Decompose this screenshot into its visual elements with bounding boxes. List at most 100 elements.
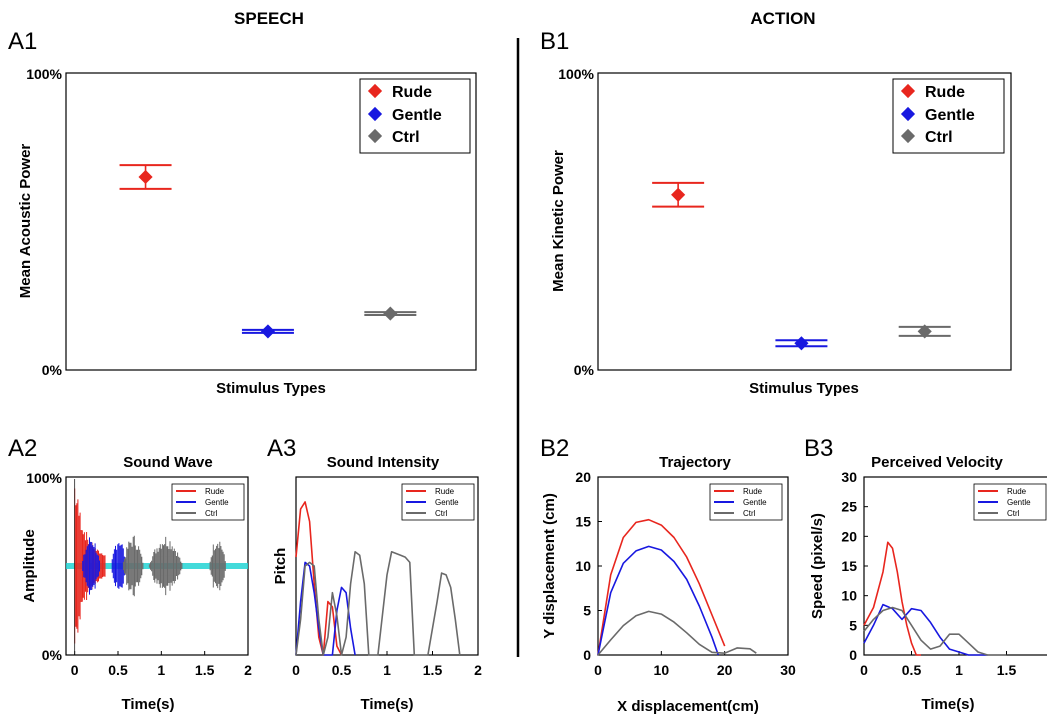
b2-line-rude — [597, 518, 726, 656]
b2-xtick-label: 20 — [717, 662, 733, 678]
b1-ytick-bottom: 0% — [574, 362, 595, 378]
a1-legend-rude: Rude — [392, 84, 432, 101]
chart-a2: Sound Wave 100% 0% Time(s) Amplitude 0 0.… — [21, 454, 252, 713]
a1-ytick-top: 100% — [26, 66, 62, 82]
b1-ytick-top: 100% — [558, 66, 594, 82]
a3-xtick-label: 0.5 — [332, 662, 352, 678]
b2-marks: 0 10 20 30 0 5 10 15 20 — [575, 469, 796, 678]
a3-line-ctrl — [295, 550, 461, 656]
panel-label-b3: B3 — [804, 435, 833, 462]
a1-legend-gentle: Gentle — [392, 107, 442, 124]
speech-header: SPEECH — [234, 9, 304, 28]
b3-ytick-label: 25 — [841, 499, 857, 515]
a1-legend-marker-rude — [367, 83, 383, 99]
b3-xtick-label: 1.5 — [997, 662, 1017, 678]
a1-xlabel: Stimulus Types — [216, 380, 326, 397]
panel-label-a3: A3 — [267, 435, 296, 462]
a2-legend-ctrl: Ctrl — [205, 509, 218, 518]
b2-xtick-label: 0 — [594, 662, 602, 678]
a1-point-rude — [138, 169, 153, 185]
b3-legend-gentle: Gentle — [1007, 498, 1031, 507]
b2-legend-ctrl: Ctrl — [743, 509, 756, 518]
a1-ytick-bottom: 0% — [42, 362, 63, 378]
b3-legend-ctrl: Ctrl — [1007, 509, 1020, 518]
b3-ytick-label: 10 — [841, 588, 857, 604]
b2-legend-rude: Rude — [743, 487, 763, 496]
a3-xlabel: Time(s) — [360, 696, 413, 713]
a2-title: Sound Wave — [123, 454, 212, 471]
a2-xlabel: Time(s) — [121, 696, 174, 713]
b1-plot-frame — [597, 72, 1012, 371]
b3-xtick-label: 1 — [955, 662, 963, 678]
b2-line-gentle — [597, 545, 720, 656]
a2-xtick-label: 0 — [71, 662, 79, 678]
a2-xtick-label: 2 — [244, 662, 252, 678]
a2-legend-rude: Rude — [205, 487, 225, 496]
a1-plot-frame — [65, 72, 477, 371]
b3-legend-rude: Rude — [1007, 487, 1027, 496]
a1-point-ctrl — [383, 306, 398, 321]
panel-label-a1: A1 — [8, 28, 37, 55]
b2-ytick-label: 10 — [575, 558, 591, 574]
b2-xtick-label: 30 — [780, 662, 796, 678]
action-header: ACTION — [750, 9, 815, 28]
panel-label-b2: B2 — [540, 435, 569, 462]
a3-legend-rude: Rude — [435, 487, 455, 496]
b1-legend-gentle: Gentle — [925, 107, 975, 124]
b1-point-rude — [671, 187, 686, 202]
a2-wave-ctrl — [148, 536, 183, 596]
a2-wave-ctrl — [209, 541, 226, 591]
chart-a1: 100% 0% Stimulus Types Mean Acoustic Pow… — [17, 66, 477, 397]
b3-line-rude — [863, 541, 921, 656]
a2-ytick-top: 100% — [26, 470, 62, 486]
a1-point-gentle — [260, 324, 276, 339]
chart-b3: Perceived Velocity Time(s) Speed (pixel/… — [809, 454, 1047, 713]
b3-xlabel: Time(s) — [921, 696, 974, 713]
b3-ytick-label: 30 — [841, 469, 857, 485]
a3-line-rude — [295, 501, 343, 656]
b1-legend-marker-rude — [900, 83, 916, 99]
a1-ylabel: Mean Acoustic Power — [17, 144, 34, 299]
a3-ylabel: Pitch — [272, 548, 289, 585]
a1-legend-ctrl: Ctrl — [392, 129, 420, 146]
b3-ytick-label: 5 — [849, 617, 857, 633]
a3-xtick-label: 1 — [383, 662, 391, 678]
a2-wave-gentle — [82, 537, 100, 595]
b2-ylabel: Y displacement (cm) — [541, 493, 558, 639]
chart-a3: Sound Intensity Time(s) Pitch 0 0.5 1 1.5 2 … — [272, 454, 482, 713]
b1-point-gentle — [794, 336, 809, 351]
b1-legend-marker-gentle — [900, 106, 916, 122]
a3-legend-ctrl: Ctrl — [435, 509, 448, 518]
chart-b1: 100% 0% Stimulus Types Mean Kinetic Powe… — [550, 66, 1012, 397]
panel-label-b1: B1 — [540, 28, 569, 55]
b2-ytick-label: 20 — [575, 469, 591, 485]
b1-point-ctrl — [917, 324, 932, 339]
b3-ylabel: Speed (pixel/s) — [809, 513, 826, 619]
a2-ytick-bottom: 0% — [42, 647, 63, 663]
b2-xlabel: X displacement(cm) — [617, 698, 759, 715]
a2-xtick-label: 1 — [157, 662, 165, 678]
b1-legend-marker-ctrl — [900, 128, 916, 144]
a1-legend-marker-gentle — [367, 106, 383, 122]
b3-xtick-label: 0.5 — [902, 662, 922, 678]
b3-line-ctrl — [863, 606, 1007, 656]
b2-ytick-label: 5 — [583, 603, 591, 619]
panel-label-a2: A2 — [8, 435, 37, 462]
b2-title: Trajectory — [659, 454, 731, 471]
b1-xlabel: Stimulus Types — [749, 380, 859, 397]
b2-line-ctrl — [597, 610, 757, 656]
b1-ylabel: Mean Kinetic Power — [550, 150, 567, 292]
b3-title: Perceived Velocity — [871, 454, 1003, 471]
a3-xtick-label: 2 — [474, 662, 482, 678]
b3-line-gentle — [863, 603, 988, 656]
a2-xtick-label: 1.5 — [195, 662, 215, 678]
b2-xtick-label: 10 — [654, 662, 670, 678]
b1-legend-rude: Rude — [925, 84, 965, 101]
a2-ylabel: Amplitude — [21, 529, 38, 602]
b1-marks — [652, 181, 951, 351]
a1-legend-marker-ctrl — [367, 128, 383, 144]
a1-marks — [119, 164, 417, 339]
b3-ytick-label: 20 — [841, 528, 857, 544]
b2-legend-gentle: Gentle — [743, 498, 767, 507]
